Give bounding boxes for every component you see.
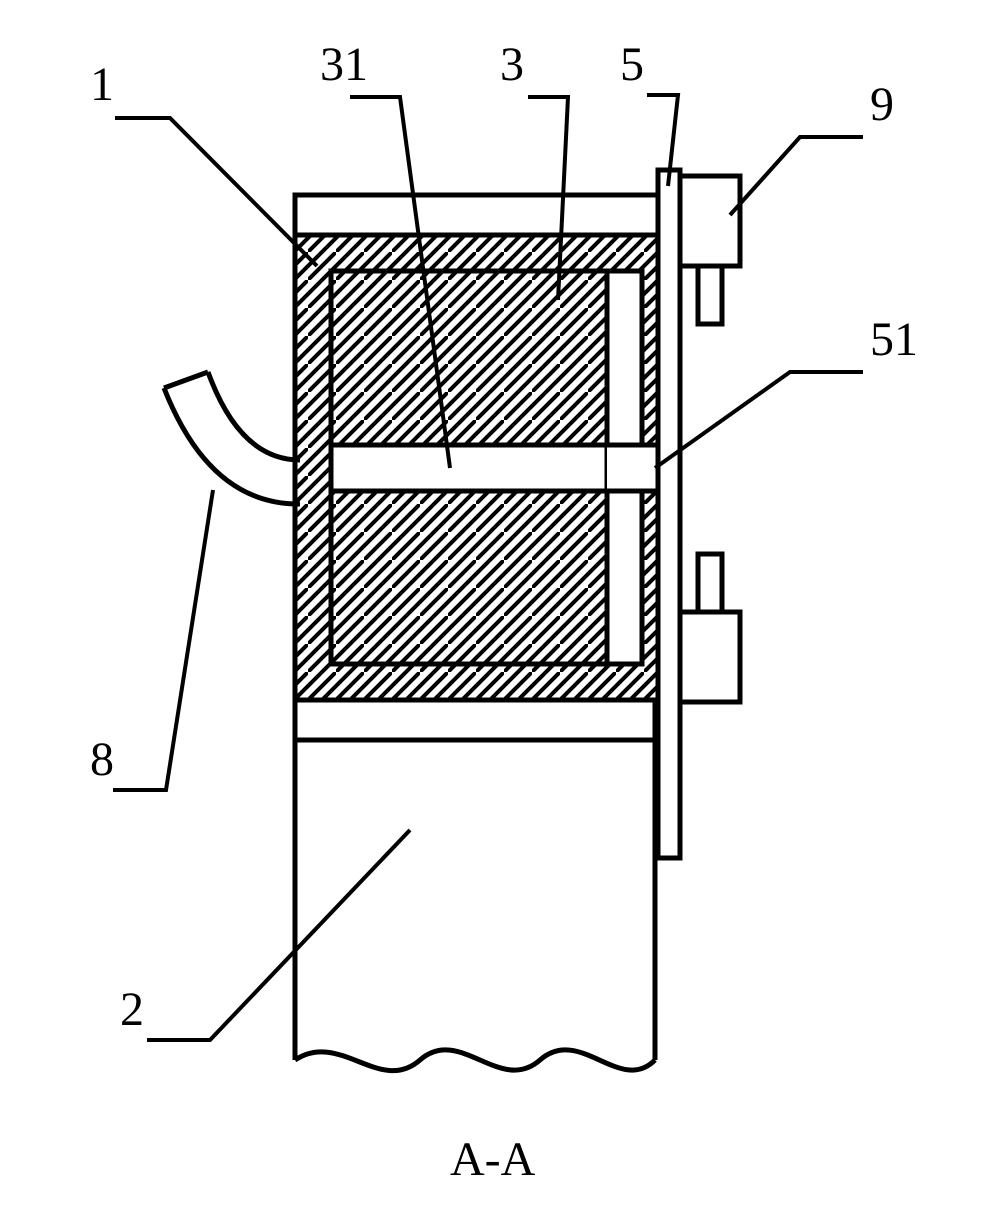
bolt-top xyxy=(680,176,740,324)
label-3: 3 xyxy=(500,38,524,91)
stem-body xyxy=(295,700,655,1071)
section-diagram: 1 31 3 5 9 51 8 2 A-A xyxy=(0,0,986,1216)
label-8: 8 xyxy=(90,733,114,786)
side-plate xyxy=(658,170,680,858)
label-51: 51 xyxy=(870,313,918,366)
core-block xyxy=(331,271,607,664)
label-5: 5 xyxy=(620,38,644,91)
curved-tube xyxy=(164,372,300,504)
label-1: 1 xyxy=(90,58,114,111)
bolt-bottom xyxy=(680,554,740,702)
label-9: 9 xyxy=(870,78,894,131)
section-title: A-A xyxy=(450,1133,536,1186)
label-2: 2 xyxy=(120,983,144,1036)
lid-top xyxy=(295,195,680,235)
label-31: 31 xyxy=(320,38,368,91)
core-slot xyxy=(331,445,607,491)
